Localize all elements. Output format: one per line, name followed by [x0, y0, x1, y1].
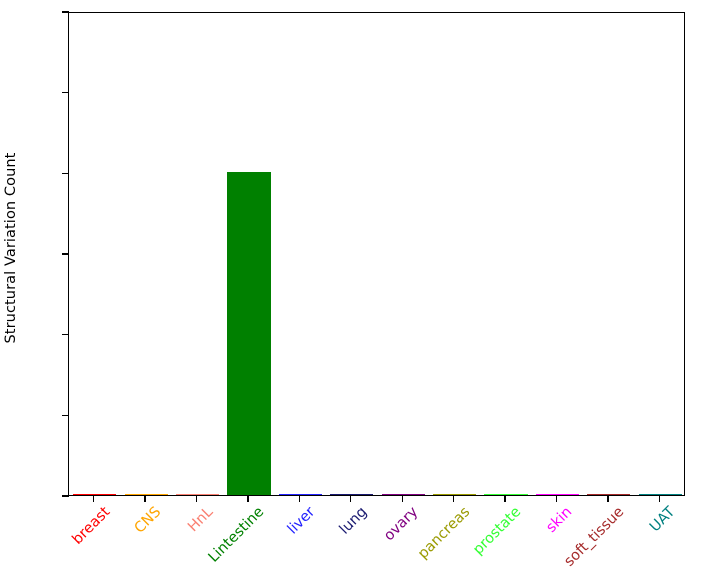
x-axis-tick-label-lung: lung [336, 504, 370, 538]
x-axis-tick-mark [247, 495, 249, 502]
x-axis-tick-mark [504, 495, 506, 502]
x-axis-tick-label-CNS: CNS [132, 504, 165, 537]
x-axis-tick-label-breast: breast [69, 504, 113, 548]
x-axis-tick-mark [144, 495, 146, 502]
bar-skin[interactable] [535, 493, 580, 495]
x-axis-tick-label-text: UAT [647, 504, 679, 536]
x-axis-tick-label-ovary: ovary [381, 504, 421, 544]
x-axis-tick-label-text: lung [336, 504, 371, 538]
x-axis-tick-label-text: pancreas [414, 504, 473, 563]
x-axis-tick-mark [452, 495, 455, 502]
y-axis-tick-mark [62, 92, 69, 94]
bar-breast[interactable] [73, 493, 117, 495]
x-axis-tick-label-text: prostate [470, 504, 525, 559]
bar-CNS[interactable] [124, 493, 168, 495]
y-axis-tick-mark [62, 495, 69, 497]
x-axis-tick-label-pancreas: pancreas [415, 504, 473, 562]
x-axis-tick-mark [350, 495, 352, 502]
bar-pancreas[interactable] [433, 493, 477, 495]
x-axis-tick-label-text: CNS [131, 504, 165, 537]
bar-liver[interactable] [278, 493, 322, 495]
x-axis-tick-label-HnL: HnL [185, 504, 216, 535]
y-axis-tick-mark [62, 334, 69, 336]
x-axis-tick-label-UAT: UAT [647, 504, 678, 535]
y-axis-label: Structural Variation Count [3, 152, 19, 344]
x-axis-tick-mark [555, 495, 558, 502]
x-axis-tick-label-skin: skin [544, 504, 576, 536]
x-axis-tick-label-text: breast [69, 504, 114, 548]
y-axis-tick-mark [62, 172, 69, 174]
x-axis-tick-label-prostate: prostate [470, 504, 524, 558]
y-axis-tick-mark [62, 253, 69, 255]
bar-ovary[interactable] [381, 493, 425, 495]
y-axis-tick-mark [62, 414, 69, 416]
x-axis-tick-mark [93, 495, 95, 502]
x-axis-tick-mark [195, 495, 198, 502]
bar-HnL[interactable] [175, 493, 220, 495]
x-axis-tick-mark [658, 495, 660, 502]
bar-Lintestine[interactable] [227, 172, 271, 495]
bar-soft_tissue[interactable] [587, 493, 631, 495]
x-axis-tick-label-text: HnL [184, 504, 216, 536]
x-axis-tick-mark [298, 495, 301, 502]
plot-area [68, 12, 685, 496]
x-axis-tick-label-text: liver [285, 504, 319, 538]
x-axis-tick-label-liver: liver [285, 504, 319, 538]
bar-lung[interactable] [330, 493, 374, 495]
x-axis-tick-label-text: ovary [381, 504, 422, 545]
bar-UAT[interactable] [638, 493, 682, 495]
y-axis-tick-mark [62, 11, 69, 13]
x-axis-tick-mark [607, 495, 609, 502]
x-axis-tick-mark [401, 495, 403, 502]
x-axis-tick-label-text: skin [543, 504, 576, 536]
bar-prostate[interactable] [484, 493, 528, 495]
